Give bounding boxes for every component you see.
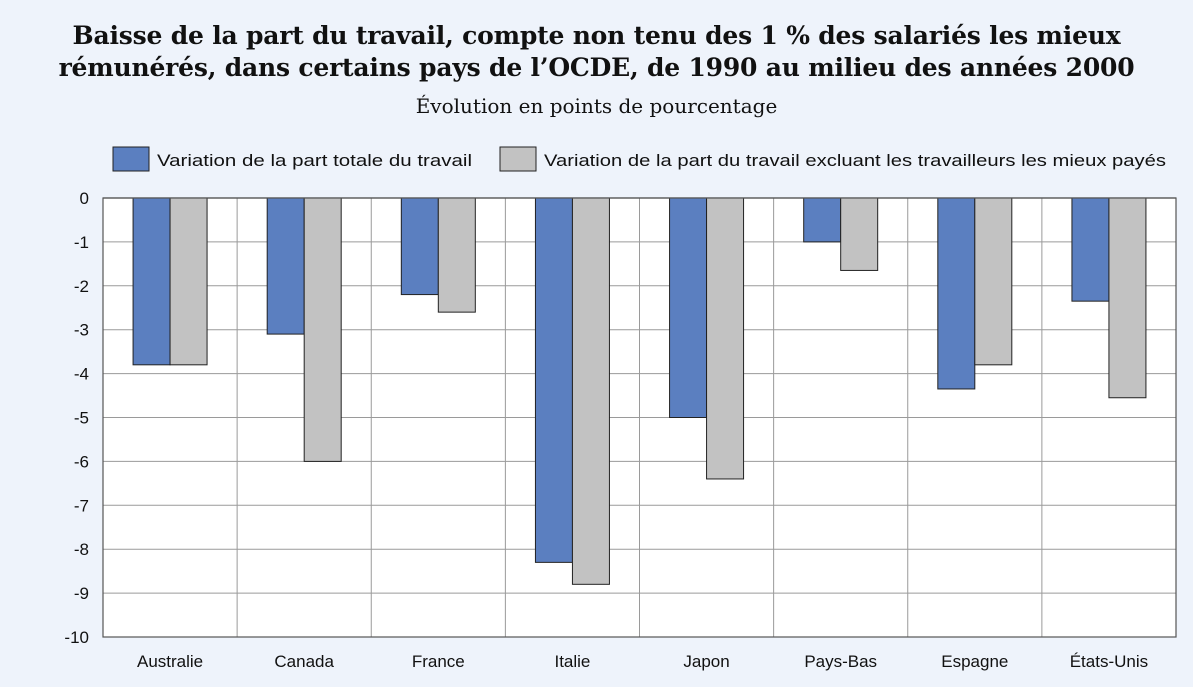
legend-label-excluding-top: Variation de la part du travail excluant… <box>544 152 1166 170</box>
x-category-label: Japon <box>683 652 729 671</box>
y-tick-label: 0 <box>80 189 89 208</box>
series-total-bar <box>937 197 976 390</box>
series-total-bar <box>669 197 708 418</box>
series-total-bar <box>266 197 305 335</box>
chart-title-line-1: Baisse de la part du travail, compte non… <box>72 21 1121 50</box>
series-excluding-top-bar <box>840 197 879 271</box>
y-tick-label: -5 <box>74 409 89 428</box>
x-category-label: Italie <box>554 652 590 671</box>
x-category-label: Australie <box>137 652 203 671</box>
series-excluding-top-bar <box>169 197 208 366</box>
series-excluding-top-bar <box>571 197 610 585</box>
y-tick-label: -4 <box>74 365 89 384</box>
series-total-bar <box>1071 197 1110 302</box>
y-tick-label: -7 <box>74 496 89 515</box>
series-excluding-top-bar <box>1108 197 1147 399</box>
y-tick-label: -8 <box>74 540 89 559</box>
x-category-label: États-Unis <box>1070 652 1148 671</box>
series-excluding-top-bar <box>303 197 342 462</box>
series-total-bar <box>400 197 439 296</box>
series-total-bar <box>132 197 171 366</box>
series-excluding-top-bar <box>974 197 1013 366</box>
x-category-label: Pays-Bas <box>804 652 877 671</box>
y-tick-label: -9 <box>74 584 89 603</box>
legend-label-total: Variation de la part totale du travail <box>157 152 472 170</box>
x-category-label: Espagne <box>941 652 1008 671</box>
series-total-bar <box>534 197 573 563</box>
y-tick-label: -6 <box>74 452 89 471</box>
x-category-label: Canada <box>274 652 334 671</box>
series-excluding-top-bar <box>706 197 745 480</box>
chart-subtitle: Évolution en points de pourcentage <box>415 94 778 118</box>
legend-swatch-total <box>112 146 150 172</box>
y-tick-label: -3 <box>74 321 89 340</box>
chart-title: Baisse de la part du travail, compte non… <box>0 20 1193 84</box>
y-tick-label: -2 <box>74 277 89 296</box>
y-tick-label: -10 <box>64 628 89 647</box>
chart-title-line-2: rémunérés, dans certains pays de l’OCDE,… <box>58 53 1135 82</box>
y-tick-label: -1 <box>74 233 89 252</box>
series-excluding-top-bar <box>437 197 476 313</box>
x-category-label: France <box>412 652 465 671</box>
series-total-bar <box>803 197 842 243</box>
legend-swatch-excluding-top <box>499 146 537 172</box>
